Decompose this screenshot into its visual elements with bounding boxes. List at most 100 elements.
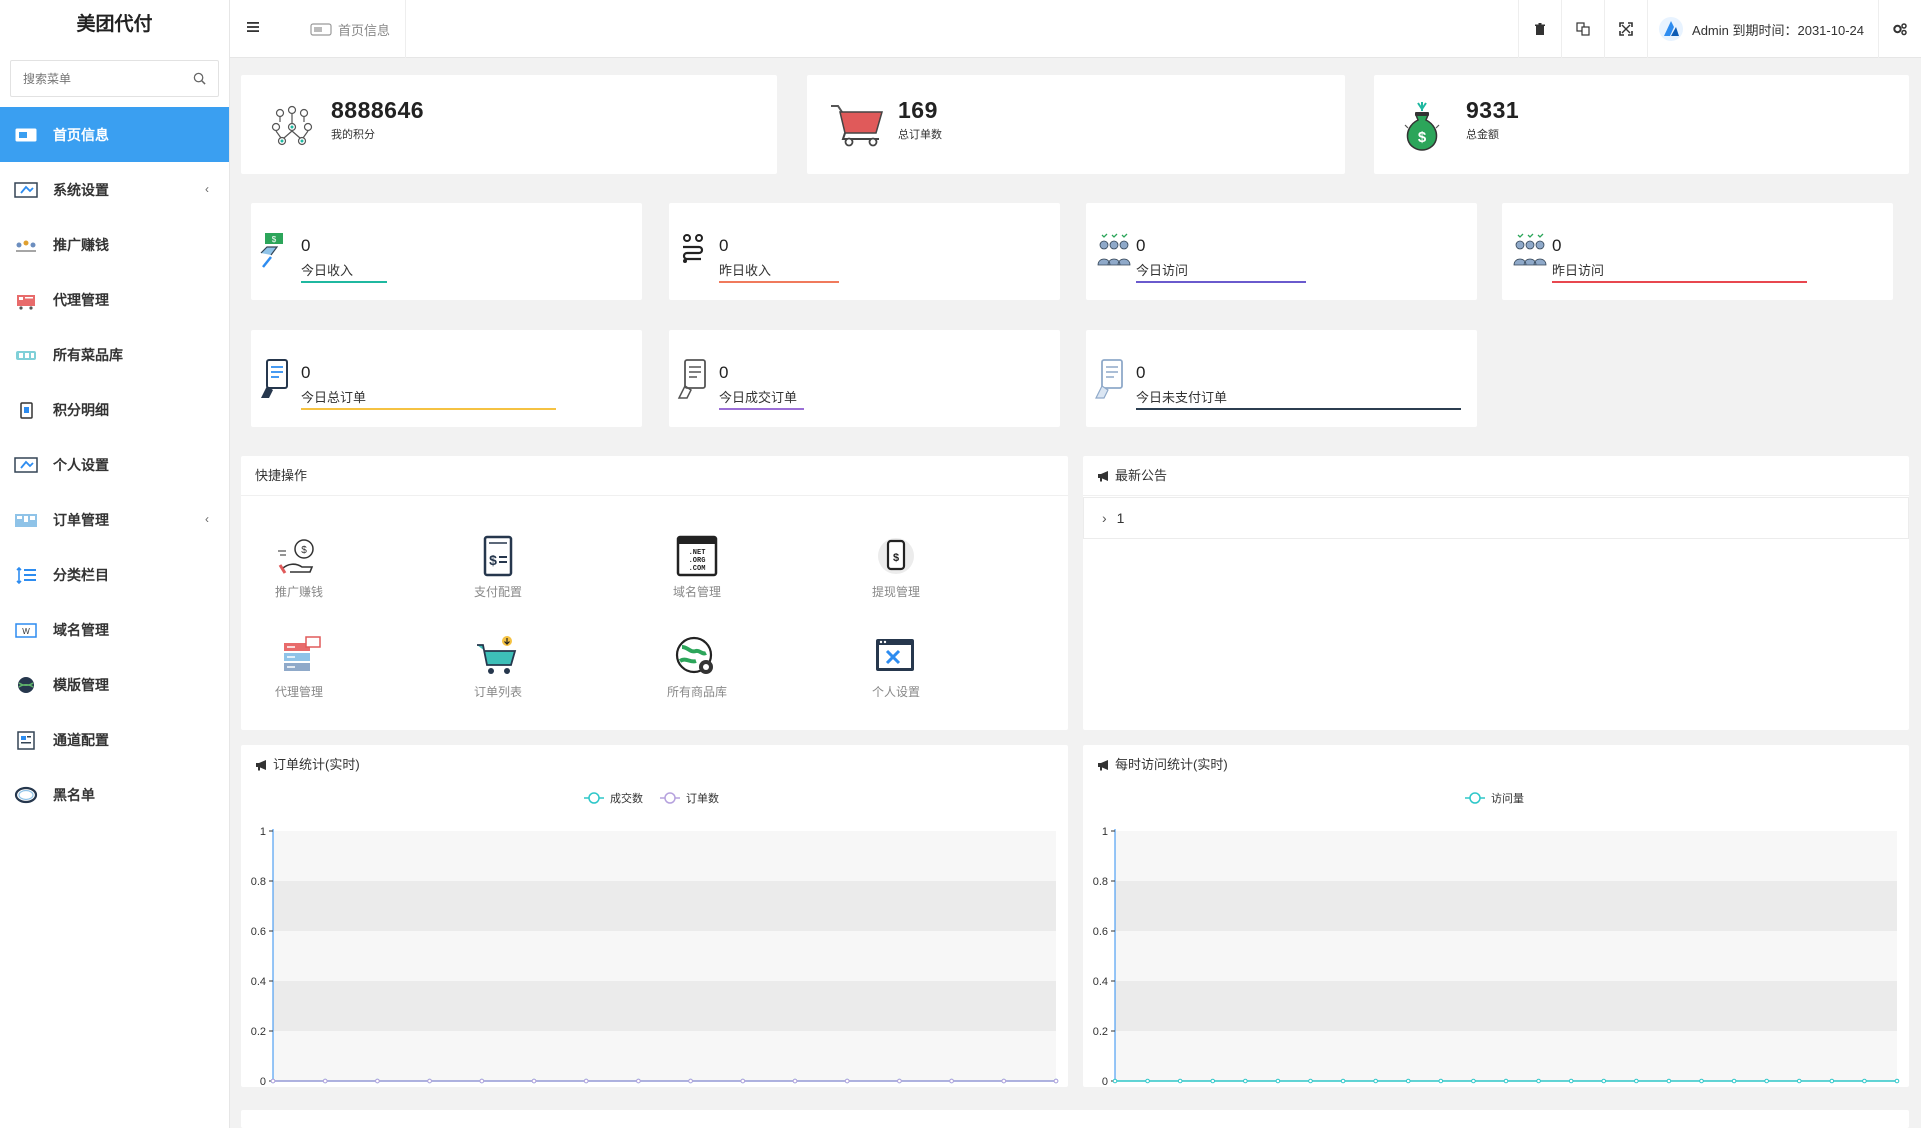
quick-domain-button[interactable]: .NET .ORG .COM 域名管理 [642, 535, 752, 600]
data-point[interactable] [1471, 1078, 1476, 1084]
data-point[interactable] [1112, 1078, 1118, 1084]
data-point[interactable] [844, 1078, 850, 1084]
sidebar-item-promote[interactable]: 推广赚钱 [0, 217, 229, 272]
data-point[interactable] [531, 1078, 537, 1084]
data-point[interactable] [583, 1078, 589, 1084]
data-point[interactable] [1243, 1078, 1248, 1084]
sidebar-item-dish-library[interactable]: 所有菜品库 [0, 327, 229, 382]
notice-item[interactable]: › 1 [1083, 497, 1909, 539]
data-point[interactable] [1601, 1078, 1607, 1084]
data-point[interactable] [322, 1078, 328, 1084]
mini-stat-bar [719, 281, 839, 283]
data-point[interactable] [427, 1078, 432, 1084]
svg-text:.NET: .NET [689, 549, 706, 557]
sidebar-item-agent[interactable]: 代理管理 [0, 272, 229, 327]
data-point[interactable] [1666, 1078, 1672, 1084]
data-point[interactable] [1699, 1078, 1704, 1084]
quick-action-label: 订单列表 [473, 685, 522, 699]
data-point[interactable] [792, 1078, 798, 1084]
data-point[interactable] [897, 1078, 902, 1084]
data-point[interactable] [1405, 1078, 1411, 1084]
mini-stat-value: 0 [719, 236, 729, 255]
legend-marker [1469, 792, 1481, 804]
fullscreen-icon [1619, 22, 1633, 36]
sidebar-item-template-management[interactable]: 模版管理 [0, 657, 229, 712]
data-point[interactable] [688, 1078, 693, 1084]
quick-promote-button[interactable]: $ 推广赚钱 [244, 535, 354, 600]
data-point[interactable] [740, 1078, 746, 1084]
legend-item[interactable]: 订单数 [660, 792, 719, 805]
data-point[interactable] [1829, 1078, 1835, 1084]
form-icon [17, 730, 35, 750]
svg-text:$: $ [1418, 129, 1427, 146]
data-point[interactable] [1568, 1078, 1574, 1084]
sidebar-item-category[interactable]: 分类栏目 [0, 547, 229, 602]
fullscreen-button[interactable] [1604, 0, 1647, 58]
chevron-left-icon[interactable]: ‹ [205, 182, 209, 196]
data-point[interactable] [1536, 1078, 1541, 1084]
legend-item[interactable]: 成交数 [584, 791, 643, 805]
sidebar-item-label: 黑名单 [53, 786, 95, 803]
data-point[interactable] [1862, 1078, 1867, 1084]
data-point[interactable] [1438, 1078, 1444, 1084]
mini-stat-bar [301, 281, 387, 283]
data-point[interactable] [1340, 1078, 1346, 1084]
data-point[interactable] [1796, 1078, 1802, 1084]
sidebar-menu: 首页信息 系统设置 ‹ 推广赚钱 代理管理 所有菜品库 积分明细 个人设置 订单管理 ‹ 分类栏目 W… [0, 107, 229, 822]
data-point[interactable] [636, 1078, 641, 1084]
menu-toggle-icon[interactable] [246, 20, 260, 34]
data-point[interactable] [1373, 1078, 1378, 1084]
quick-payment-config-button[interactable]: $ 支付配置 [443, 535, 553, 600]
order-document-icon [261, 359, 288, 398]
quick-withdraw-button[interactable]: $ 提现管理 [841, 535, 951, 600]
translate-button[interactable] [1561, 0, 1604, 58]
sidebar-item-blacklist[interactable]: 黑名单 [0, 767, 229, 822]
menu-search-input[interactable] [11, 61, 218, 96]
quick-agent-button[interactable]: 代理管理 [244, 635, 354, 700]
chevron-left-icon[interactable]: ‹ [205, 512, 209, 526]
data-point[interactable] [1308, 1078, 1313, 1084]
app-logo: 美团代付 [76, 14, 153, 35]
mini-stat-label: 今日收入 [301, 263, 354, 278]
sidebar-item-order-management[interactable]: 订单管理 ‹ [0, 492, 229, 547]
sidebar-item-system-settings[interactable]: 系统设置 ‹ [0, 162, 229, 217]
data-point[interactable] [270, 1078, 276, 1084]
data-point[interactable] [1634, 1078, 1639, 1084]
data-point[interactable] [1145, 1078, 1150, 1084]
data-point[interactable] [1275, 1078, 1281, 1084]
settings-button[interactable] [1878, 0, 1921, 58]
orders-value: 169 [898, 97, 938, 123]
quick-products-button[interactable]: 所有商品库 [642, 635, 752, 700]
data-point[interactable] [375, 1078, 380, 1084]
mini-stat-value: 0 [301, 363, 311, 382]
sidebar-item-points-detail[interactable]: 积分明细 [0, 382, 229, 437]
visitors-icon [1097, 233, 1131, 266]
money-hand-icon: $ [278, 539, 314, 574]
data-point[interactable] [1764, 1078, 1769, 1084]
tab-home[interactable]: 首页信息 [290, 0, 407, 58]
quick-personal-settings-button[interactable]: 个人设置 [841, 635, 951, 700]
sidebar-item-channel-config[interactable]: 通道配置 [0, 712, 229, 767]
user-menu[interactable]: Admin 到期时间：2031-10-24 [1647, 0, 1878, 58]
store-icon [17, 294, 35, 310]
data-point[interactable] [479, 1078, 485, 1084]
mini-stat-today-paid-orders: 0 今日成交订单 [669, 330, 1060, 427]
clear-cache-button[interactable] [1518, 0, 1561, 58]
data-point[interactable] [1503, 1078, 1509, 1084]
y-tick-label: 0.6 [251, 926, 266, 938]
sidebar-item-personal-settings[interactable]: 个人设置 [0, 437, 229, 492]
search-icon[interactable] [193, 72, 206, 85]
legend-item[interactable]: 访问量 [1465, 792, 1524, 805]
data-point[interactable] [1053, 1078, 1059, 1084]
sidebar-item-home[interactable]: 首页信息 [0, 107, 229, 162]
menu-search[interactable] [10, 60, 219, 97]
data-point[interactable] [1001, 1078, 1007, 1084]
megaphone-icon [256, 760, 266, 771]
data-point[interactable] [949, 1078, 954, 1084]
data-point[interactable] [1894, 1078, 1900, 1084]
data-point[interactable] [1731, 1078, 1737, 1084]
data-point[interactable] [1177, 1078, 1183, 1084]
quick-order-list-button[interactable]: 订单列表 [443, 635, 553, 700]
sidebar-item-domain-management[interactable]: W 域名管理 [0, 602, 229, 657]
data-point[interactable] [1210, 1078, 1216, 1084]
